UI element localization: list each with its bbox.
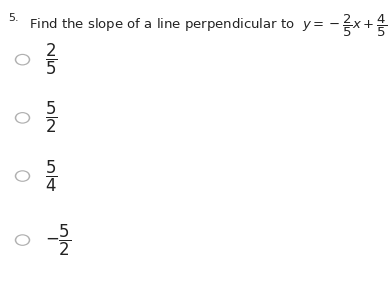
Circle shape	[15, 54, 30, 65]
Text: 5.: 5.	[9, 13, 19, 23]
Circle shape	[15, 112, 30, 124]
Text: $\dfrac{5}{4}$: $\dfrac{5}{4}$	[45, 159, 57, 194]
Text: $\dfrac{2}{5}$: $\dfrac{2}{5}$	[45, 42, 57, 77]
Circle shape	[16, 55, 29, 64]
Circle shape	[15, 234, 30, 246]
Text: $-\dfrac{5}{2}$: $-\dfrac{5}{2}$	[45, 223, 71, 258]
Circle shape	[15, 170, 30, 182]
Text: $\dfrac{5}{2}$: $\dfrac{5}{2}$	[45, 100, 57, 135]
Circle shape	[16, 235, 29, 245]
Text: Find the slope of a line perpendicular to  $y = -\dfrac{2}{5}x+\dfrac{4}{5}.$: Find the slope of a line perpendicular t…	[29, 13, 388, 39]
Circle shape	[16, 113, 29, 123]
Circle shape	[16, 171, 29, 181]
